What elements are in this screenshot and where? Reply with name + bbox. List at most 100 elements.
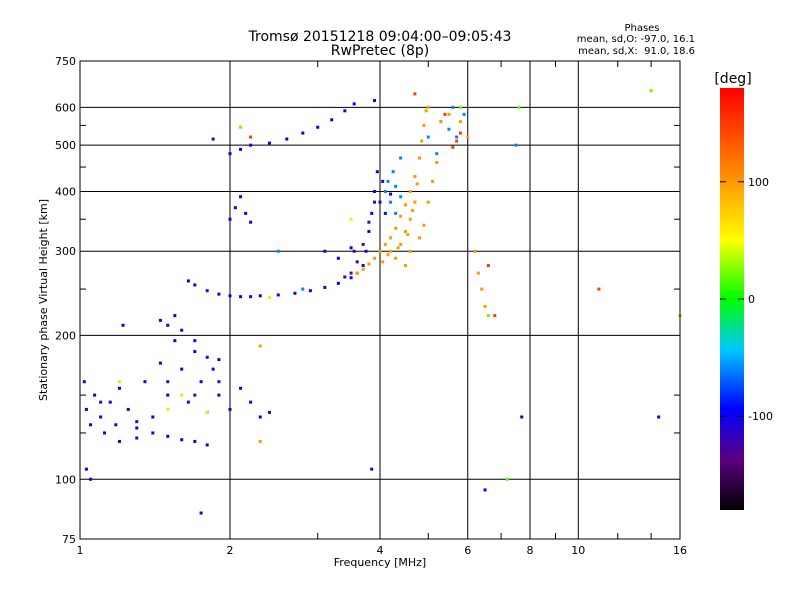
- x-axis-label: Frequency [MHz]: [334, 556, 426, 569]
- data-point: [193, 439, 197, 443]
- data-point: [352, 102, 356, 106]
- data-point: [349, 276, 353, 280]
- data-point: [323, 285, 327, 289]
- data-point: [199, 511, 203, 515]
- data-point: [293, 291, 297, 295]
- data-point: [597, 287, 601, 291]
- data-point: [336, 281, 340, 285]
- data-point: [217, 292, 221, 296]
- data-point: [389, 236, 393, 240]
- x-tick-label: 8: [527, 544, 534, 557]
- colorbar-ticks: 100 0 -100: [720, 176, 773, 423]
- data-point: [361, 267, 365, 271]
- data-point: [483, 488, 487, 492]
- x-tick-label: 6: [464, 544, 471, 557]
- data-point: [657, 415, 661, 419]
- data-point: [451, 105, 455, 109]
- chart-title: Tromsø 20151218 09:04:00–09:05:43: [248, 29, 512, 45]
- data-point: [117, 439, 121, 443]
- data-point: [158, 318, 162, 322]
- data-point: [228, 217, 232, 221]
- data-point: [343, 109, 347, 113]
- data-point: [473, 249, 477, 253]
- data-point: [373, 99, 377, 103]
- data-point: [173, 339, 177, 343]
- y-tick-label: 200: [55, 329, 76, 342]
- data-point: [258, 415, 262, 419]
- data-point: [217, 393, 221, 397]
- data-point: [249, 220, 253, 224]
- data-point: [399, 195, 403, 199]
- data-point: [361, 264, 365, 268]
- data-point: [228, 294, 232, 298]
- data-point: [514, 143, 518, 147]
- y-tick-labels: 75 100 200 300 400 500 600 750: [55, 55, 76, 546]
- data-point: [413, 92, 417, 96]
- data-point: [455, 135, 459, 139]
- data-point: [383, 242, 387, 246]
- x-tick-label: 1: [77, 544, 84, 557]
- data-point: [378, 249, 382, 253]
- data-point: [462, 112, 466, 116]
- data-point: [193, 283, 197, 287]
- data-point: [205, 443, 209, 447]
- data-point: [211, 137, 215, 141]
- data-point: [239, 147, 243, 151]
- data-point: [355, 271, 359, 275]
- data-point: [233, 206, 237, 210]
- data-point: [239, 386, 243, 390]
- data-point: [458, 131, 462, 135]
- data-point: [396, 246, 400, 250]
- data-point: [370, 211, 374, 215]
- data-point: [135, 420, 139, 424]
- data-point: [239, 195, 243, 199]
- y-tick-label: 750: [55, 55, 76, 68]
- data-point: [308, 289, 312, 293]
- data-point: [267, 410, 271, 414]
- data-point: [403, 264, 407, 268]
- data-point: [383, 189, 387, 193]
- data-point: [386, 253, 390, 257]
- data-point: [336, 256, 340, 260]
- data-point: [82, 380, 86, 384]
- data-point: [267, 141, 271, 145]
- data-point: [323, 249, 327, 253]
- data-point: [413, 200, 417, 204]
- data-point: [370, 467, 374, 471]
- colorbar-tick-label: 0: [748, 293, 755, 306]
- data-point: [158, 361, 162, 365]
- data-point: [267, 296, 271, 300]
- data-point: [391, 170, 395, 174]
- data-point: [180, 438, 184, 442]
- data-point: [451, 145, 455, 149]
- data-point: [649, 89, 653, 93]
- data-point: [394, 184, 398, 188]
- data-point: [483, 304, 487, 308]
- data-point: [166, 323, 170, 327]
- y-tick-label: 100: [55, 473, 76, 486]
- y-tick-label: 600: [55, 101, 76, 114]
- data-point: [505, 477, 509, 481]
- x-tick-label: 4: [377, 544, 384, 557]
- data-point: [431, 179, 435, 183]
- data-point: [455, 139, 459, 143]
- data-point: [364, 249, 368, 253]
- x-tick-label: 16: [673, 544, 687, 557]
- data-point: [151, 431, 155, 435]
- data-point: [199, 380, 203, 384]
- data-point: [99, 415, 103, 419]
- stats-heading: Phases: [624, 23, 659, 34]
- data-point: [114, 423, 118, 427]
- y-tick-label: 400: [55, 185, 76, 198]
- data-point: [349, 246, 353, 250]
- plot-frame: [79, 60, 681, 540]
- data-point: [121, 323, 125, 327]
- grid-lines: [80, 61, 680, 539]
- x-tick-labels: 1 2 4 6 8 10 16: [77, 544, 688, 557]
- data-point: [435, 152, 439, 156]
- data-point: [381, 260, 385, 264]
- data-point: [180, 367, 184, 371]
- data-point: [249, 143, 253, 147]
- data-point: [143, 380, 147, 384]
- data-point: [415, 182, 419, 186]
